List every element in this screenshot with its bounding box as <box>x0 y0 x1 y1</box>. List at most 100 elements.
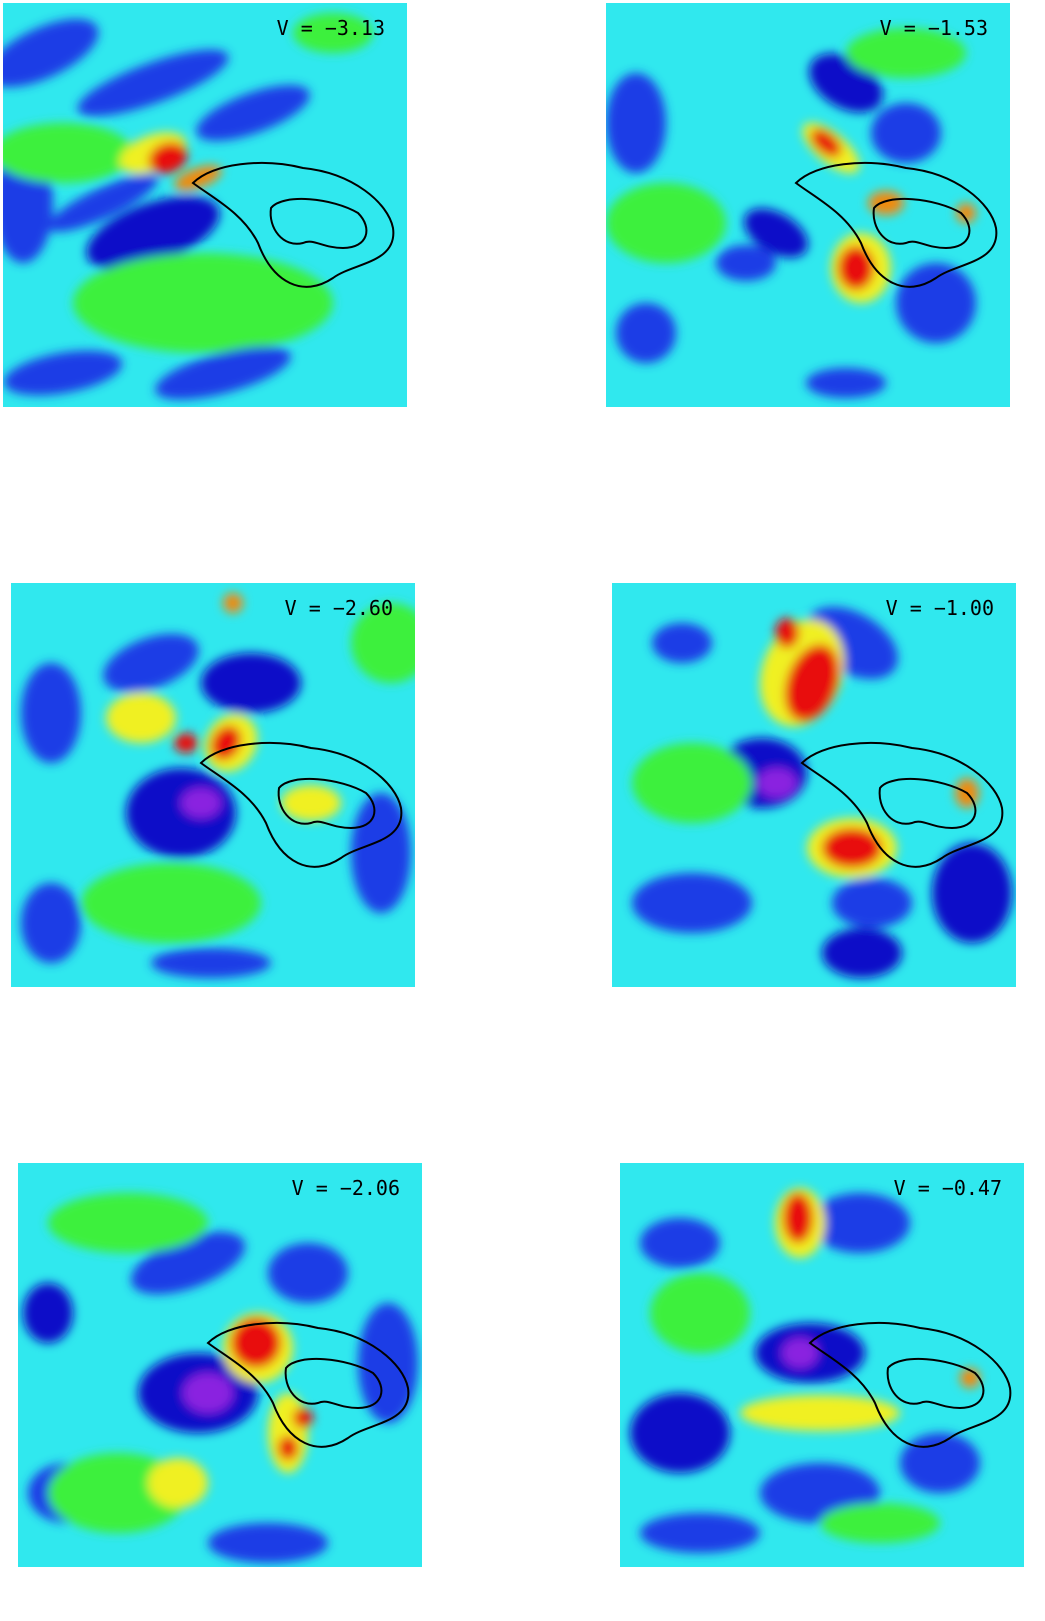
map-blob <box>151 948 271 978</box>
contour-outer <box>199 742 403 868</box>
map-blob <box>281 785 341 821</box>
map-blob <box>148 1458 208 1508</box>
map-features <box>3 13 373 400</box>
map-blob <box>23 1283 73 1343</box>
map-blob <box>606 73 666 173</box>
map-blob <box>822 928 902 978</box>
contour-outer <box>191 162 395 288</box>
map-image <box>18 1163 422 1567</box>
contour-inner <box>277 777 376 830</box>
contour-inner <box>886 1357 985 1410</box>
map-blob <box>48 1193 208 1253</box>
map-blob <box>806 368 886 398</box>
map-blob <box>632 743 752 823</box>
map-blob <box>3 18 99 88</box>
map-blob <box>757 768 797 798</box>
map-blob <box>932 843 1012 943</box>
velocity-label: V = −1.53 <box>880 16 988 40</box>
map-blob <box>86 196 220 270</box>
contour-inner <box>872 197 971 250</box>
map-blob <box>351 603 415 683</box>
map-panel: V = −2.06 <box>18 1163 422 1567</box>
map-blob <box>77 49 229 117</box>
map-blob <box>293 1408 313 1428</box>
map-image <box>620 1163 1024 1567</box>
map-blob <box>846 28 966 78</box>
map-blob <box>652 623 712 663</box>
map-blob <box>820 1503 940 1543</box>
contour-outer <box>206 1322 410 1448</box>
map-blob <box>3 350 123 396</box>
velocity-label: V = −1.00 <box>886 596 994 620</box>
map-blob <box>148 142 188 174</box>
map-blob <box>716 245 776 281</box>
map-image <box>11 583 415 987</box>
map-blob <box>196 85 310 141</box>
map-blob <box>268 1243 348 1303</box>
map-blob <box>223 593 243 613</box>
map-blob <box>278 1436 298 1460</box>
map-blob <box>900 1433 980 1493</box>
contour-inner <box>878 777 977 830</box>
contour-inner <box>269 197 368 250</box>
map-blob <box>73 253 333 353</box>
map-blob <box>810 129 842 157</box>
map-features <box>630 1188 980 1553</box>
map-blob <box>358 1303 418 1423</box>
map-panel: V = −1.53 <box>606 3 1010 407</box>
map-blob <box>103 633 199 693</box>
map-features <box>606 28 976 398</box>
map-panel: V = −1.00 <box>612 583 1016 987</box>
map-blob <box>183 1373 233 1413</box>
map-features <box>632 606 1012 978</box>
map-blob <box>630 1393 730 1473</box>
map-blob <box>3 123 133 183</box>
map-blob <box>174 733 198 753</box>
map-blob <box>351 793 411 913</box>
map-blob <box>208 1523 328 1563</box>
map-image <box>612 583 1016 987</box>
map-blob <box>868 191 904 215</box>
map-blob <box>775 618 799 648</box>
map-blob <box>21 663 81 763</box>
map-blob <box>632 873 752 933</box>
contour-outer <box>808 1322 1012 1448</box>
map-blob <box>106 693 176 743</box>
map-blob <box>956 203 976 223</box>
map-panel: V = −0.47 <box>620 1163 1024 1567</box>
map-blob <box>871 103 941 163</box>
map-blob <box>21 883 81 963</box>
velocity-label: V = −2.06 <box>292 1176 400 1200</box>
map-blob <box>782 1338 818 1368</box>
map-blob <box>822 828 882 868</box>
map-features <box>21 593 415 978</box>
map-blob <box>640 1218 720 1268</box>
map-blob <box>838 246 874 290</box>
map-blob <box>155 346 291 400</box>
map-blob <box>126 768 236 858</box>
map-blob <box>784 644 840 722</box>
velocity-label: V = −2.60 <box>285 596 393 620</box>
map-blob <box>896 263 976 343</box>
map-features <box>23 1193 418 1563</box>
map-blob <box>181 788 221 818</box>
contour-inner <box>284 1357 383 1410</box>
map-blob <box>231 1318 281 1368</box>
contour-outer <box>794 162 998 288</box>
velocity-label: V = −0.47 <box>894 1176 1002 1200</box>
map-blob <box>606 183 726 263</box>
map-blob <box>81 863 261 943</box>
map-panel: V = −3.13 <box>3 3 407 407</box>
map-blob <box>130 1231 246 1295</box>
map-blob <box>810 1193 910 1253</box>
map-blob <box>744 208 808 258</box>
contour-outer <box>800 742 1004 868</box>
velocity-label: V = −3.13 <box>277 16 385 40</box>
map-blob <box>293 13 373 53</box>
map-panel: V = −2.60 <box>11 583 415 987</box>
map-image <box>606 3 1010 407</box>
map-blob <box>740 1395 900 1431</box>
map-blob <box>832 878 912 928</box>
map-blob <box>783 1193 813 1243</box>
